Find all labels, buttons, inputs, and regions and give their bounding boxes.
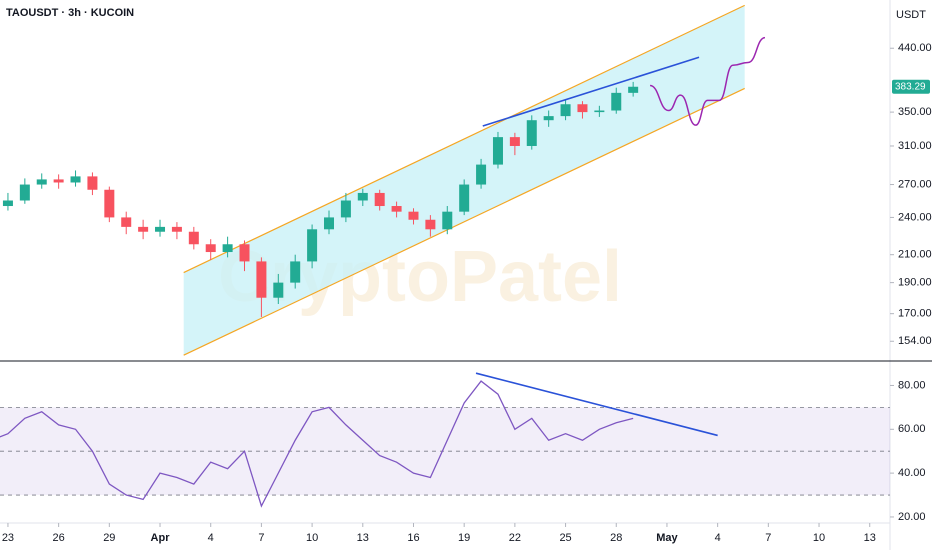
x-tick-label: 10 (813, 532, 825, 544)
channel-line (183, 87, 745, 356)
x-tick-label: 10 (306, 532, 318, 544)
y-tick-label: 154.00 (898, 335, 932, 347)
candle-body (543, 116, 554, 121)
candle-body (357, 192, 368, 201)
candle-body (36, 179, 47, 185)
candle-body (256, 261, 267, 298)
candle-body (307, 229, 318, 262)
chart-title: TAOUSDT · 3h · KUCOIN (6, 7, 134, 19)
unit-label: USDT (896, 9, 926, 21)
candle-body (526, 120, 537, 146)
x-tick-label: May (656, 532, 678, 544)
candle-body (374, 192, 385, 207)
x-tick-label: 7 (765, 532, 771, 544)
candle-body (628, 86, 639, 93)
x-tick-label: 23 (2, 532, 14, 544)
y-tick-label: 40.00 (898, 467, 926, 479)
y-tick-label: 350.00 (898, 106, 932, 118)
candle-body (121, 217, 132, 227)
candle-body (408, 211, 419, 220)
candle-body (611, 92, 622, 111)
candle-body (87, 176, 98, 190)
candle-body (442, 211, 453, 230)
y-tick-label: 190.00 (898, 277, 932, 289)
x-tick-label: 13 (864, 532, 876, 544)
trendline (482, 56, 700, 127)
x-tick-label: Apr (151, 532, 171, 544)
y-tick-label: 170.00 (898, 308, 932, 320)
candle-body (70, 176, 81, 183)
candle-body (509, 137, 520, 146)
candle-body (138, 226, 149, 232)
candle-body (560, 104, 571, 117)
x-tick-label: 19 (458, 532, 470, 544)
x-tick-label: 29 (103, 532, 115, 544)
last-price-label: 383.29 (895, 81, 926, 92)
candle-body (222, 244, 233, 253)
x-tick-label: 28 (610, 532, 622, 544)
candle-body (391, 206, 402, 212)
y-tick-label: 440.00 (898, 42, 932, 54)
candle-body (171, 226, 182, 232)
candle-body (155, 226, 166, 232)
candle-body (19, 184, 30, 201)
y-tick-label: 80.00 (898, 379, 926, 391)
candle-body (2, 200, 13, 207)
candle-body (492, 137, 503, 165)
trendline (475, 372, 718, 437)
x-tick-label: 16 (407, 532, 419, 544)
candle-body (188, 231, 199, 245)
candle-body (239, 244, 250, 262)
x-tick-label: 13 (357, 532, 369, 544)
candle-body (340, 200, 351, 218)
x-tick-label: 7 (258, 532, 264, 544)
candle-body (594, 110, 605, 113)
y-tick-label: 270.00 (898, 178, 932, 190)
last-price-tag (892, 79, 930, 94)
candle-body (273, 282, 284, 298)
x-tick-label: 4 (715, 532, 721, 544)
y-tick-label: 20.00 (898, 511, 926, 523)
x-tick-label: 22 (509, 532, 521, 544)
projection-path (649, 36, 766, 126)
rsi-band (0, 407, 890, 496)
candle-body (205, 244, 216, 253)
candle-body (53, 179, 64, 183)
y-tick-label: 310.00 (898, 140, 932, 152)
candle-body (290, 261, 301, 283)
y-tick-label: 210.00 (898, 249, 932, 261)
candle-body (425, 219, 436, 230)
x-tick-label: 4 (208, 532, 214, 544)
candle-body (577, 104, 588, 113)
candle-body (459, 184, 470, 212)
x-tick-label: 25 (559, 532, 571, 544)
channel-line (183, 4, 745, 274)
y-tick-label: 60.00 (898, 423, 926, 435)
y-tick-label: 240.00 (898, 211, 932, 223)
candle-body (323, 217, 334, 230)
candle-body (104, 189, 115, 218)
rsi-line (0, 380, 634, 508)
x-tick-label: 26 (53, 532, 65, 544)
candle-body (476, 164, 487, 185)
